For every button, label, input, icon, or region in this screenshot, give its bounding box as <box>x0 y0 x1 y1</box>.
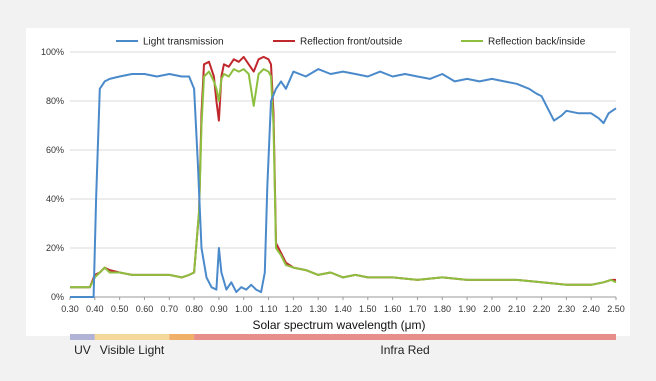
x-tick-label: 2.30 <box>558 304 576 314</box>
x-tick-label: 1.50 <box>359 304 377 314</box>
x-tick-label: 0.90 <box>210 304 228 314</box>
x-tick-label: 2.20 <box>533 304 551 314</box>
x-tick-label: 0.80 <box>185 304 203 314</box>
y-axis: 0% 20% 40% 60% 80% 100% <box>41 47 64 302</box>
y-tick-label: 80% <box>46 96 64 106</box>
spectrum-bands: UV Visible Light Infra Red <box>70 334 616 357</box>
x-tick-label: 2.50 <box>607 304 625 314</box>
legend-label: Light transmission <box>143 37 224 48</box>
x-tick-label: 2.10 <box>508 304 526 314</box>
x-tick-label: 0.70 <box>161 304 179 314</box>
legend-label: Reflection front/outside <box>300 37 403 48</box>
x-tick-label: 1.70 <box>409 304 427 314</box>
gridlines <box>70 51 616 298</box>
spectrum-band <box>94 334 170 340</box>
series-line-2 <box>70 68 617 289</box>
x-tick-label: 1.60 <box>384 304 402 314</box>
x-tick-label: 2.00 <box>483 304 501 314</box>
spectrum-band <box>169 334 195 340</box>
x-tick-label: 0.50 <box>111 304 129 314</box>
x-axis: 0.30 0.40 0.50 0.60 0.70 0.80 0.90 1.00 1.10 1.20… <box>61 297 625 314</box>
spectrum-band <box>70 334 95 340</box>
spectrum-band-label: UV <box>74 343 91 357</box>
y-tick-label: 40% <box>46 194 64 204</box>
legend-label: Reflection back/inside <box>488 37 586 48</box>
series-line-0 <box>70 68 617 298</box>
y-tick-label: 100% <box>41 47 64 57</box>
series-lines <box>70 55 617 298</box>
spectrum-band-label: Visible Light <box>100 343 165 357</box>
x-tick-label: 0.60 <box>136 304 154 314</box>
x-tick-label: 1.00 <box>235 304 253 314</box>
chart-panel <box>26 28 630 336</box>
legend: Light transmission Reflection front/outsi… <box>116 37 586 48</box>
spectrum-band <box>194 334 616 340</box>
y-tick-label: 0% <box>51 292 64 302</box>
x-axis-label: Solar spectrum wavelength (μm) <box>253 318 426 332</box>
x-tick-label: 1.20 <box>285 304 303 314</box>
x-tick-label: 0.40 <box>86 304 104 314</box>
x-tick-label: 1.90 <box>458 304 476 314</box>
x-tick-label: 2.40 <box>582 304 600 314</box>
x-tick-label: 0.30 <box>61 304 79 314</box>
x-tick-label: 1.30 <box>309 304 327 314</box>
spectrum-band-label: Infra Red <box>380 343 429 357</box>
x-tick-label: 1.80 <box>434 304 452 314</box>
x-tick-label: 1.10 <box>260 304 278 314</box>
y-tick-label: 60% <box>46 145 64 155</box>
x-tick-label: 1.40 <box>334 304 352 314</box>
y-tick-label: 20% <box>46 243 64 253</box>
